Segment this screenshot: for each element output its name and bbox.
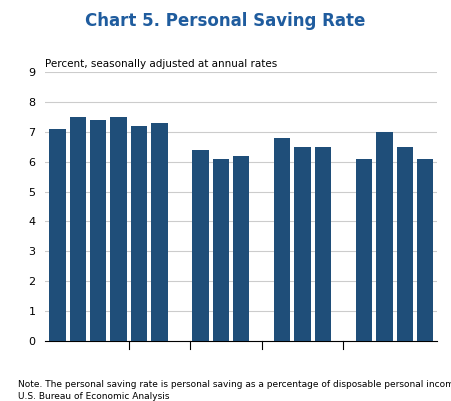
Bar: [131, 126, 147, 341]
Bar: [356, 159, 372, 341]
Bar: [69, 117, 86, 341]
Text: U.S. Bureau of Economic Analysis: U.S. Bureau of Economic Analysis: [18, 392, 170, 401]
Bar: [90, 120, 106, 341]
Bar: [110, 117, 127, 341]
Text: Chart 5. Personal Saving Rate: Chart 5. Personal Saving Rate: [85, 12, 366, 30]
Bar: [213, 159, 229, 341]
Bar: [295, 147, 311, 341]
Bar: [233, 156, 249, 341]
Bar: [152, 123, 168, 341]
Bar: [274, 138, 290, 341]
Bar: [315, 147, 331, 341]
Bar: [417, 159, 433, 341]
Bar: [49, 129, 65, 341]
Bar: [376, 132, 392, 341]
Text: Percent, seasonally adjusted at annual rates: Percent, seasonally adjusted at annual r…: [45, 59, 277, 69]
Bar: [396, 147, 413, 341]
Bar: [192, 150, 208, 341]
Text: Note. The personal saving rate is personal saving as a percentage of disposable : Note. The personal saving rate is person…: [18, 380, 451, 389]
